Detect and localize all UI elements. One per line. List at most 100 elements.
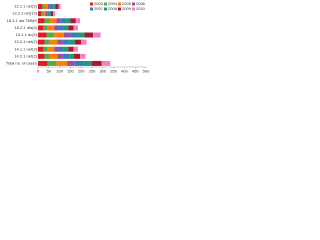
- y-tick-label: 12.2.1 net(12): [12, 11, 38, 16]
- bar-segment: [47, 4, 50, 10]
- bar-segment: [44, 18, 50, 24]
- bar-segment: [57, 39, 63, 45]
- bar-segment: [55, 4, 59, 10]
- bar-segment: [69, 39, 75, 45]
- legend-swatch: [118, 7, 121, 11]
- legend-swatch: [132, 7, 135, 11]
- bar-segment: [73, 46, 78, 52]
- bar-segment: [60, 18, 67, 24]
- bar-segment: [50, 11, 54, 17]
- bar-segment: [45, 11, 48, 17]
- legend-swatch: [132, 2, 135, 6]
- y-tick-label: 14.2.1 net(2): [14, 53, 37, 58]
- y-tick-label: 18.2.1 dia(3): [15, 25, 38, 30]
- bar-segment: [42, 4, 45, 10]
- bar-segment: [66, 18, 71, 24]
- x-tick-label: 450: [132, 69, 139, 74]
- legend-label: 2005: [122, 1, 132, 6]
- bar-segment: [38, 32, 47, 38]
- bar-segment: [43, 46, 48, 52]
- x-tick-label: 100: [56, 69, 63, 74]
- bar-segment: [41, 11, 44, 17]
- chart: 0 50 100 150 200 250 300 350 400 450 500 12.1.1 net…: [6, 1, 150, 74]
- bar-segment: [49, 11, 51, 17]
- bar-segment: [56, 60, 68, 66]
- bar-segment: [73, 53, 81, 59]
- bar-segment: [38, 53, 45, 59]
- legend-swatch: [118, 2, 121, 6]
- y-tick-label: 13.2.1 net(2): [14, 39, 37, 44]
- bar-segment: [44, 53, 50, 59]
- bar-segment: [49, 39, 58, 45]
- bar-segment: [62, 53, 70, 59]
- bar-segment: [44, 4, 48, 10]
- legend-label: 2003: [94, 1, 104, 6]
- bar-segment: [47, 60, 57, 66]
- bar-segment: [93, 32, 101, 38]
- bar-segment: [70, 32, 78, 38]
- bar-segment: [63, 46, 69, 52]
- bar-segment: [58, 25, 64, 31]
- bar-segment: [47, 46, 55, 52]
- bar-segment: [38, 25, 44, 31]
- bar-segment: [38, 60, 48, 66]
- bar-segment: [43, 11, 46, 17]
- bar-segment: [53, 11, 56, 17]
- bar-segment: [49, 53, 58, 59]
- bar-segment: [68, 25, 74, 31]
- legend-label: 2004: [108, 1, 118, 6]
- bar-segment: [63, 32, 71, 38]
- bar-segment: [38, 11, 42, 17]
- x-tick-label: 350: [110, 69, 117, 74]
- y-tick-label: Total no. of cases: [6, 61, 37, 66]
- legend-swatch: [104, 2, 107, 6]
- x-tick-label: 400: [121, 69, 128, 74]
- y-tick-label: 18.1.1 dia TMMS: [7, 18, 38, 23]
- x-tick-label: 0: [37, 69, 40, 74]
- x-tick-label: 500: [143, 69, 150, 74]
- bar-segment: [38, 18, 45, 24]
- bar-segment: [44, 39, 50, 45]
- bar-segment: [84, 32, 94, 38]
- y-tick-label: 14.1.1 net(2): [14, 46, 37, 51]
- bar-segment: [77, 32, 85, 38]
- bar-segment: [58, 46, 64, 52]
- x-tick-label: 50: [47, 69, 52, 74]
- legend-label: 2010: [136, 6, 146, 11]
- bar-segment: [56, 18, 61, 24]
- x-tick-label: 250: [89, 69, 96, 74]
- x-tick-label: 300: [99, 69, 106, 74]
- bar-segment: [67, 60, 75, 66]
- x-tick-label: 200: [78, 69, 85, 74]
- y-tick-label: 12.1.1 net(2): [14, 4, 37, 9]
- bar-segment: [74, 60, 85, 66]
- bar-segment: [38, 46, 44, 52]
- bar-segment: [38, 39, 45, 45]
- x-tick-label: 150: [67, 69, 74, 74]
- bar-segment: [49, 4, 54, 10]
- y-tick-label: 13.1.1 dc(3): [16, 32, 38, 37]
- legend-swatch: [104, 7, 107, 11]
- bar-segment: [47, 25, 55, 31]
- bar-segment: [62, 39, 70, 45]
- legend-label: 2006: [136, 1, 146, 6]
- bar-segment: [68, 46, 74, 52]
- legend-swatch: [90, 7, 93, 11]
- bar-segment: [43, 25, 48, 31]
- bar-segment: [80, 53, 86, 59]
- bar-segment: [74, 39, 82, 45]
- bar-segment: [63, 25, 69, 31]
- bar-segment: [53, 4, 56, 10]
- bar-segment: [46, 32, 55, 38]
- bar-segment: [81, 39, 87, 45]
- bar-segment: [49, 18, 57, 24]
- legend-swatch: [90, 2, 93, 6]
- bar-segment: [54, 25, 59, 31]
- bar-segment: [70, 18, 76, 24]
- bar-segment: [57, 53, 63, 59]
- bar-segment: [54, 32, 64, 38]
- bar-segment: [92, 60, 102, 66]
- legend-label: 2007: [94, 6, 104, 11]
- bar-segment: [47, 11, 50, 17]
- bar-segment: [58, 4, 61, 10]
